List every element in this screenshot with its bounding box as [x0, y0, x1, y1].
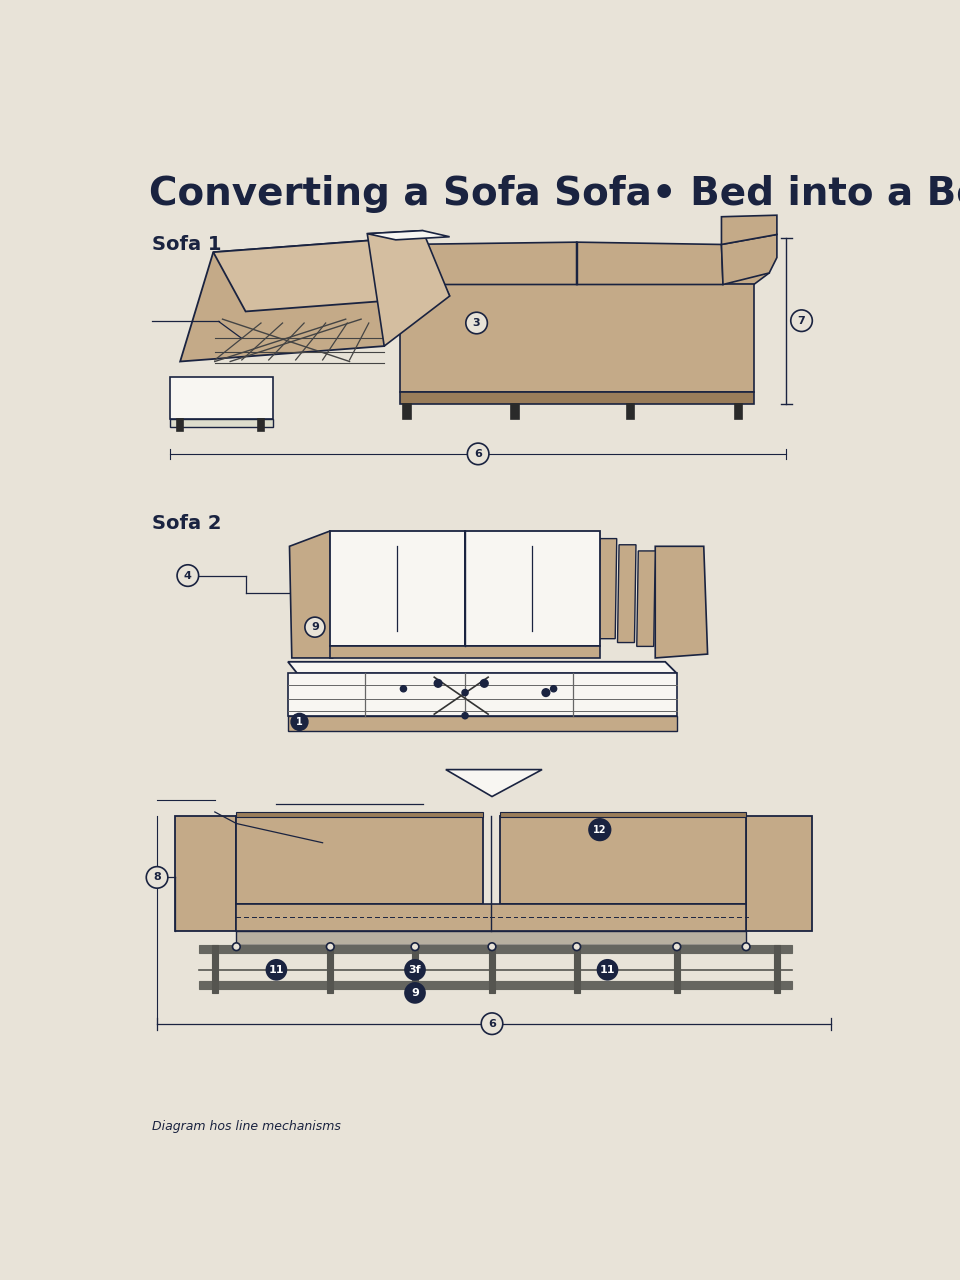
Polygon shape — [200, 982, 792, 989]
Text: 6: 6 — [474, 449, 482, 460]
Polygon shape — [236, 815, 483, 905]
Text: Sofa 2: Sofa 2 — [152, 515, 221, 532]
Text: Diagram hos line mechanisms: Diagram hos line mechanisms — [152, 1120, 341, 1133]
Polygon shape — [403, 404, 411, 420]
Circle shape — [305, 617, 324, 637]
Polygon shape — [598, 539, 616, 639]
Polygon shape — [445, 769, 542, 796]
Polygon shape — [368, 230, 449, 239]
Circle shape — [400, 686, 406, 691]
Polygon shape — [180, 237, 419, 361]
Text: Converting a Sofa Sofa• Bed into a Bed: Converting a Sofa Sofa• Bed into a Bed — [150, 175, 960, 214]
Polygon shape — [236, 812, 483, 818]
Polygon shape — [574, 945, 580, 993]
Polygon shape — [327, 945, 333, 993]
Circle shape — [146, 867, 168, 888]
Text: 12: 12 — [593, 824, 607, 835]
Polygon shape — [746, 815, 811, 932]
Polygon shape — [512, 404, 519, 420]
Text: 6: 6 — [488, 1019, 496, 1029]
Polygon shape — [734, 404, 742, 420]
Polygon shape — [236, 932, 746, 945]
Polygon shape — [175, 815, 236, 932]
Circle shape — [573, 943, 581, 951]
Circle shape — [673, 943, 681, 951]
Polygon shape — [258, 420, 264, 431]
Polygon shape — [577, 242, 723, 284]
Polygon shape — [200, 945, 792, 952]
Circle shape — [480, 680, 488, 687]
Polygon shape — [617, 545, 636, 643]
Polygon shape — [213, 237, 449, 311]
Text: 8: 8 — [154, 873, 161, 882]
Polygon shape — [403, 242, 577, 284]
Polygon shape — [368, 230, 449, 346]
Circle shape — [462, 690, 468, 695]
Polygon shape — [636, 550, 656, 646]
Circle shape — [405, 960, 425, 979]
Circle shape — [589, 819, 611, 841]
Text: Sofa 1: Sofa 1 — [152, 236, 221, 255]
Polygon shape — [412, 945, 418, 993]
Circle shape — [597, 960, 617, 979]
Circle shape — [291, 713, 308, 731]
Polygon shape — [627, 404, 635, 420]
Text: 11: 11 — [269, 965, 284, 975]
Circle shape — [791, 310, 812, 332]
Circle shape — [550, 686, 557, 691]
Circle shape — [232, 943, 240, 951]
Text: 9: 9 — [311, 622, 319, 632]
Circle shape — [488, 943, 496, 951]
Circle shape — [468, 443, 489, 465]
Circle shape — [462, 713, 468, 719]
Circle shape — [405, 983, 425, 1004]
Circle shape — [177, 564, 199, 586]
Polygon shape — [465, 531, 600, 646]
Circle shape — [326, 943, 334, 951]
Circle shape — [542, 689, 550, 696]
Polygon shape — [774, 945, 780, 993]
Text: 3f: 3f — [409, 965, 421, 975]
Polygon shape — [330, 646, 600, 658]
Text: 4: 4 — [184, 571, 192, 581]
Polygon shape — [290, 531, 332, 658]
Circle shape — [411, 943, 419, 951]
Polygon shape — [399, 284, 754, 392]
Circle shape — [466, 312, 488, 334]
Polygon shape — [722, 215, 777, 244]
Polygon shape — [656, 547, 708, 658]
Polygon shape — [212, 945, 218, 993]
Polygon shape — [489, 945, 495, 993]
Text: 1: 1 — [296, 717, 302, 727]
Polygon shape — [500, 812, 746, 818]
Text: 9: 9 — [411, 988, 419, 998]
Circle shape — [434, 680, 442, 687]
Polygon shape — [500, 815, 746, 905]
Polygon shape — [288, 662, 677, 673]
Polygon shape — [288, 673, 677, 716]
Polygon shape — [399, 392, 754, 404]
Text: 7: 7 — [798, 316, 805, 325]
Circle shape — [481, 1012, 503, 1034]
Circle shape — [742, 943, 750, 951]
Polygon shape — [722, 234, 777, 284]
Circle shape — [266, 960, 286, 979]
Polygon shape — [330, 531, 465, 646]
Text: 3: 3 — [472, 317, 480, 328]
Polygon shape — [177, 420, 183, 431]
Polygon shape — [170, 376, 273, 420]
Polygon shape — [674, 945, 680, 993]
Polygon shape — [288, 716, 677, 731]
Polygon shape — [399, 257, 769, 284]
Polygon shape — [236, 905, 746, 932]
Text: 11: 11 — [600, 965, 615, 975]
Polygon shape — [170, 420, 273, 428]
